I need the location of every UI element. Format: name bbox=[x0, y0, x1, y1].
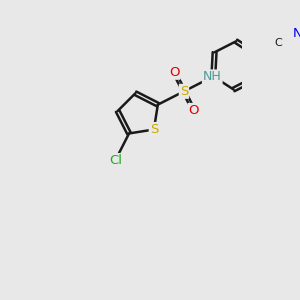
Text: S: S bbox=[150, 123, 158, 136]
Text: Cl: Cl bbox=[109, 154, 122, 167]
Text: C: C bbox=[275, 38, 282, 48]
Text: NH: NH bbox=[203, 70, 222, 83]
Text: N: N bbox=[293, 27, 300, 40]
Text: S: S bbox=[180, 85, 188, 98]
Text: O: O bbox=[188, 104, 199, 117]
Text: O: O bbox=[169, 66, 179, 79]
